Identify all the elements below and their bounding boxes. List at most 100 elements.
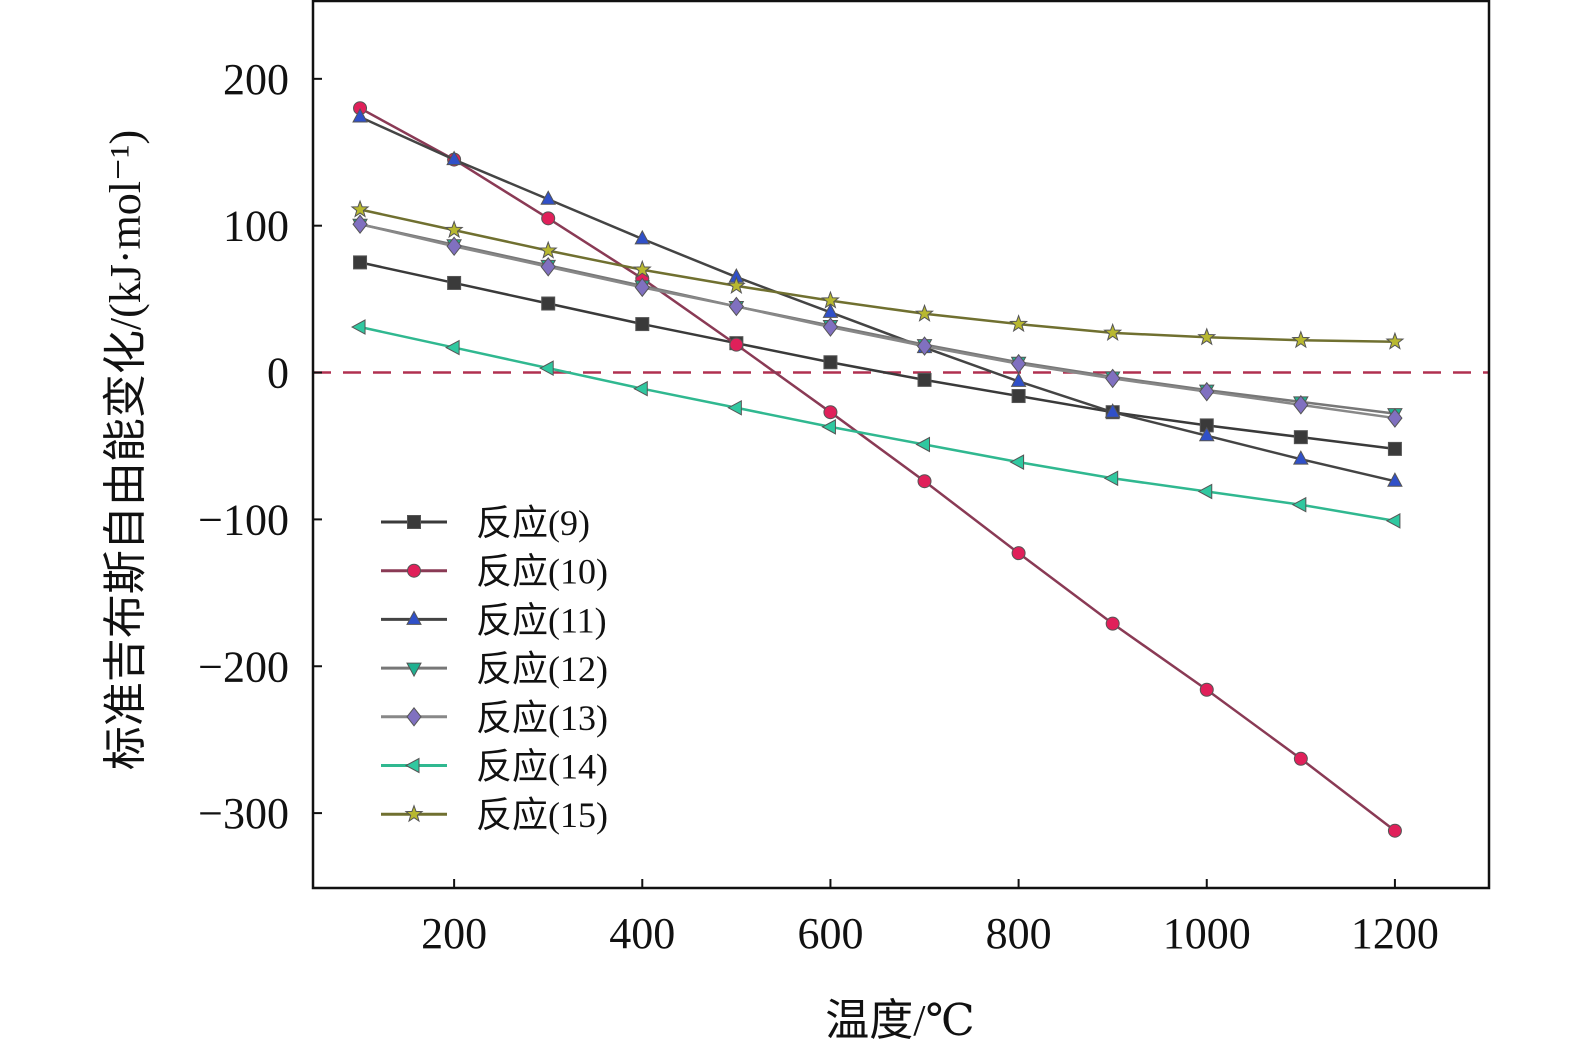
legend-marker	[407, 515, 421, 529]
legend-marker	[406, 610, 422, 625]
legend: 反应(9) 反应(10) 反应(11) 反应(12) 反应(13) 反应(14) 反应(15…	[381, 503, 608, 835]
data-point	[1010, 372, 1027, 387]
data-point	[1387, 441, 1402, 456]
data-point	[917, 474, 932, 489]
data-point	[821, 419, 836, 435]
data-point	[820, 290, 840, 309]
series-15	[350, 199, 1405, 350]
legend-label: 反应(11)	[476, 600, 607, 640]
data-point	[1387, 823, 1402, 838]
series-line	[359, 222, 1396, 415]
x-tick-label: 1200	[1351, 909, 1439, 958]
data-point	[540, 190, 557, 205]
data-point	[1009, 454, 1025, 470]
data-point	[1198, 426, 1215, 442]
legend-marker	[404, 757, 420, 774]
x-axis-label: 温度/℃	[825, 996, 974, 1045]
legend-item: 反应(14)	[381, 747, 608, 787]
data-point	[444, 220, 464, 239]
data-point	[446, 236, 462, 257]
legend-label: 反应(9)	[476, 503, 590, 543]
legend-marker	[407, 563, 421, 578]
legend-item: 反应(13)	[381, 698, 608, 738]
series-14	[350, 319, 1401, 529]
data-point	[634, 229, 651, 245]
data-point	[1197, 327, 1217, 346]
data-point	[350, 199, 370, 218]
data-point	[1291, 496, 1307, 513]
data-point	[1293, 751, 1308, 766]
y-tick-label: −200	[198, 642, 289, 691]
plot-frame	[311, 0, 1491, 890]
series-12	[352, 218, 1403, 423]
x-tick-label: 1000	[1163, 909, 1251, 958]
data-point	[1387, 472, 1403, 487]
data-point	[1104, 403, 1121, 418]
data-point	[353, 255, 368, 270]
data-point	[1385, 513, 1401, 529]
data-point	[1387, 408, 1403, 428]
data-point	[1105, 368, 1121, 389]
data-point	[726, 275, 746, 294]
y-tick-label: −300	[198, 789, 289, 838]
series-9	[353, 255, 1402, 456]
y-tick-label: 0	[267, 349, 289, 398]
data-point	[1293, 395, 1309, 415]
data-point	[446, 150, 462, 166]
legend-item: 反应(15)	[381, 795, 608, 835]
data-point	[917, 372, 932, 387]
y-tick-label: 200	[223, 55, 289, 104]
data-point	[447, 275, 462, 290]
data-point	[823, 405, 838, 420]
series-line	[359, 115, 1396, 483]
x-tick-label: 400	[609, 909, 675, 958]
data-point	[541, 296, 556, 311]
data-point	[352, 214, 368, 235]
data-point	[632, 259, 652, 278]
legend-item: 反应(9)	[381, 503, 590, 543]
legend-label: 反应(13)	[476, 698, 608, 738]
data-point	[728, 296, 744, 317]
data-point	[350, 319, 366, 335]
x-tick-label: 600	[797, 909, 863, 958]
data-point	[1293, 450, 1309, 465]
data-point	[1293, 430, 1308, 445]
data-point	[727, 399, 742, 416]
data-point	[822, 317, 839, 337]
data-point	[541, 211, 556, 226]
legend-item: 反应(12)	[381, 649, 608, 689]
data-point	[538, 240, 558, 259]
data-point	[1199, 682, 1214, 697]
data-point	[540, 256, 556, 277]
y-axis-label: 标准吉布斯自由能变化/(kJ·mol⁻¹)	[101, 130, 150, 770]
data-point	[729, 337, 744, 352]
series-line	[359, 261, 1396, 451]
legend-label: 反应(15)	[476, 795, 608, 835]
data-point	[1103, 322, 1123, 341]
x-tick-label: 800	[986, 909, 1052, 958]
legend-marker	[404, 804, 424, 823]
data-point	[352, 107, 368, 123]
data-point	[1103, 470, 1119, 487]
legend-label: 反应(12)	[476, 649, 608, 689]
data-point	[1011, 389, 1026, 404]
series-line	[359, 208, 1395, 343]
legend-marker	[406, 706, 422, 727]
data-point	[823, 355, 838, 370]
series-line	[359, 325, 1396, 523]
data-point	[915, 436, 931, 453]
data-point	[915, 303, 934, 322]
legend-label: 反应(14)	[476, 747, 608, 787]
data-point	[539, 360, 554, 376]
data-point	[1010, 353, 1027, 374]
series-line	[359, 223, 1396, 420]
data-point	[634, 277, 650, 298]
series-13	[352, 214, 1403, 428]
legend-label: 反应(10)	[476, 552, 608, 592]
data-point	[1197, 483, 1213, 500]
data-point	[1105, 616, 1120, 631]
series-line	[359, 107, 1396, 832]
x-tick-label: 200	[421, 909, 487, 958]
data-point	[1291, 330, 1311, 349]
